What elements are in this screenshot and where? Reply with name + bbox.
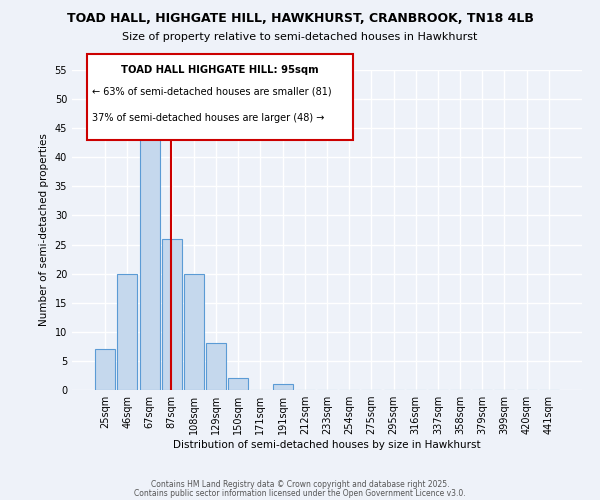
Bar bbox=[272, 384, 293, 390]
X-axis label: Distribution of semi-detached houses by size in Hawkhurst: Distribution of semi-detached houses by … bbox=[173, 440, 481, 450]
Text: ← 63% of semi-detached houses are smaller (81): ← 63% of semi-detached houses are smalle… bbox=[92, 86, 332, 96]
Y-axis label: Number of semi-detached properties: Number of semi-detached properties bbox=[39, 134, 49, 326]
Text: Size of property relative to semi-detached houses in Hawkhurst: Size of property relative to semi-detach… bbox=[122, 32, 478, 42]
Text: 37% of semi-detached houses are larger (48) →: 37% of semi-detached houses are larger (… bbox=[92, 113, 325, 123]
Text: TOAD HALL HIGHGATE HILL: 95sqm: TOAD HALL HIGHGATE HILL: 95sqm bbox=[121, 65, 319, 75]
Bar bbox=[162, 238, 182, 390]
FancyBboxPatch shape bbox=[88, 54, 353, 141]
Bar bbox=[118, 274, 137, 390]
Text: Contains public sector information licensed under the Open Government Licence v3: Contains public sector information licen… bbox=[134, 488, 466, 498]
Bar bbox=[228, 378, 248, 390]
Bar bbox=[140, 134, 160, 390]
Bar bbox=[206, 344, 226, 390]
Bar bbox=[184, 274, 204, 390]
Text: Contains HM Land Registry data © Crown copyright and database right 2025.: Contains HM Land Registry data © Crown c… bbox=[151, 480, 449, 489]
Bar bbox=[95, 350, 115, 390]
Text: TOAD HALL, HIGHGATE HILL, HAWKHURST, CRANBROOK, TN18 4LB: TOAD HALL, HIGHGATE HILL, HAWKHURST, CRA… bbox=[67, 12, 533, 26]
